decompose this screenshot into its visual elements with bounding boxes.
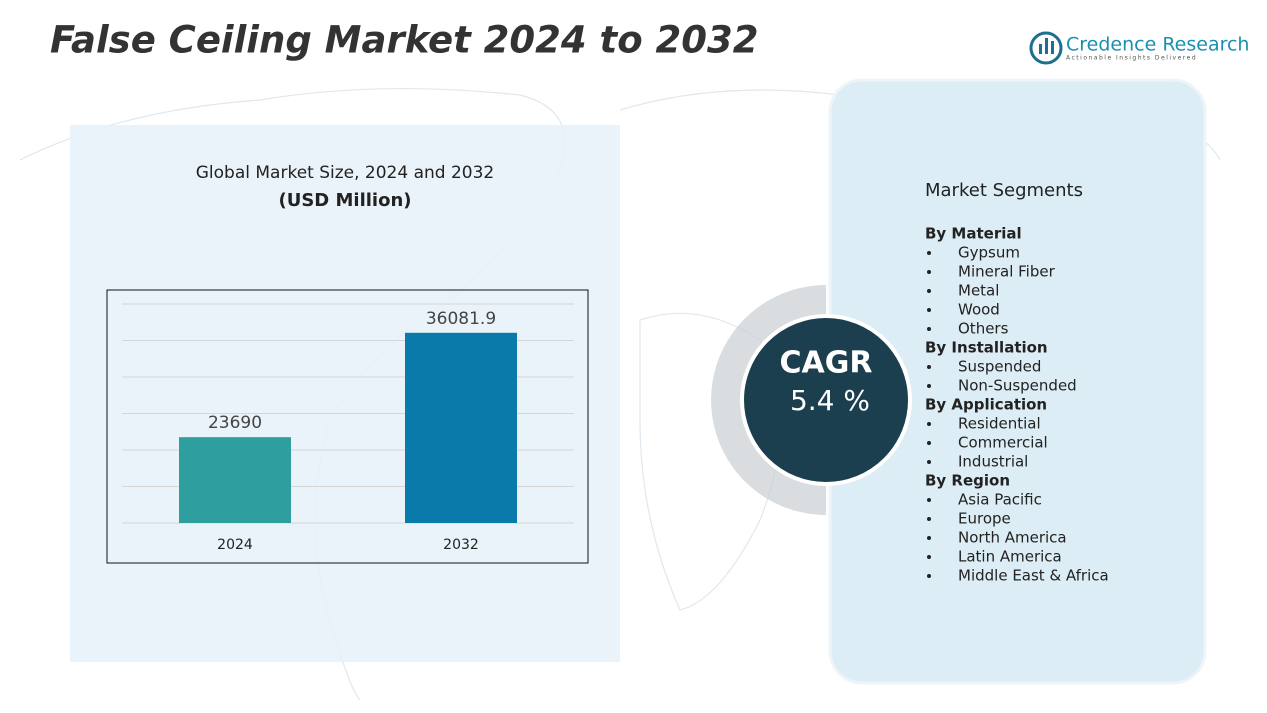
chart-panel bbox=[70, 125, 620, 662]
data-label: 36081.9 bbox=[426, 309, 496, 329]
segment-group: By Installation bbox=[925, 339, 1048, 357]
page-title: False Ceiling Market 2024 to 2032 bbox=[50, 19, 759, 62]
logo-icon bbox=[1045, 38, 1048, 54]
chart-subtitle: (USD Million) bbox=[278, 190, 411, 211]
segment-item: North America bbox=[958, 529, 1067, 547]
segment-group: By Material bbox=[925, 225, 1022, 243]
bullet bbox=[927, 517, 931, 521]
chart: 23690 2024 36081.9 2032 bbox=[122, 303, 574, 553]
bullet bbox=[927, 536, 931, 540]
segment-item: Residential bbox=[958, 415, 1041, 433]
segment-item: Mineral Fiber bbox=[958, 263, 1056, 281]
logo-icon bbox=[1039, 44, 1042, 54]
bullet bbox=[927, 422, 931, 426]
cagr-value: 5.4 % bbox=[790, 384, 870, 417]
chart-title: Global Market Size, 2024 and 2032 bbox=[196, 163, 495, 183]
segment-item: Asia Pacific bbox=[958, 491, 1042, 509]
bullet bbox=[927, 270, 931, 274]
bullet bbox=[927, 384, 931, 388]
segment-item: Non-Suspended bbox=[958, 377, 1077, 395]
x-tick-label: 2024 bbox=[217, 537, 253, 553]
bullet bbox=[927, 289, 931, 293]
segment-item: Latin America bbox=[958, 548, 1062, 566]
bullet bbox=[927, 498, 931, 502]
bullet bbox=[927, 327, 931, 331]
logo-icon bbox=[1051, 41, 1054, 54]
segment-item: Industrial bbox=[958, 453, 1028, 471]
chart-frame bbox=[106, 289, 589, 564]
bar bbox=[405, 332, 517, 523]
cagr-badge bbox=[740, 314, 912, 486]
bullet bbox=[927, 308, 931, 312]
logo-tagline: Actionable Insights Delivered bbox=[1066, 55, 1197, 62]
segment-item: Middle East & Africa bbox=[958, 567, 1109, 585]
bullet bbox=[927, 251, 931, 255]
bullet bbox=[927, 555, 931, 559]
bullet bbox=[927, 441, 931, 445]
bullet bbox=[927, 365, 931, 369]
bullet bbox=[927, 574, 931, 578]
logo-icon bbox=[1029, 31, 1063, 65]
segment-item: Suspended bbox=[958, 358, 1041, 376]
segment-group: By Region bbox=[925, 472, 1010, 490]
segment-item: Gypsum bbox=[958, 244, 1020, 262]
cagr-label: CAGR bbox=[780, 346, 873, 381]
segment-item: Metal bbox=[958, 282, 999, 300]
segments-heading: Market Segments bbox=[925, 180, 1083, 201]
segment-item: Europe bbox=[958, 510, 1011, 528]
data-label: 23690 bbox=[208, 413, 262, 433]
segment-item: Wood bbox=[958, 301, 1000, 319]
logo: Credence Research Actionable Insights De… bbox=[1029, 31, 1249, 65]
bullet bbox=[927, 460, 931, 464]
logo-text: Credence Research bbox=[1066, 34, 1249, 56]
bar bbox=[179, 437, 291, 523]
segment-item: Commercial bbox=[958, 434, 1048, 452]
segment-group: By Application bbox=[925, 396, 1047, 414]
x-tick-label: 2032 bbox=[443, 537, 479, 553]
segment-item: Others bbox=[958, 320, 1009, 338]
